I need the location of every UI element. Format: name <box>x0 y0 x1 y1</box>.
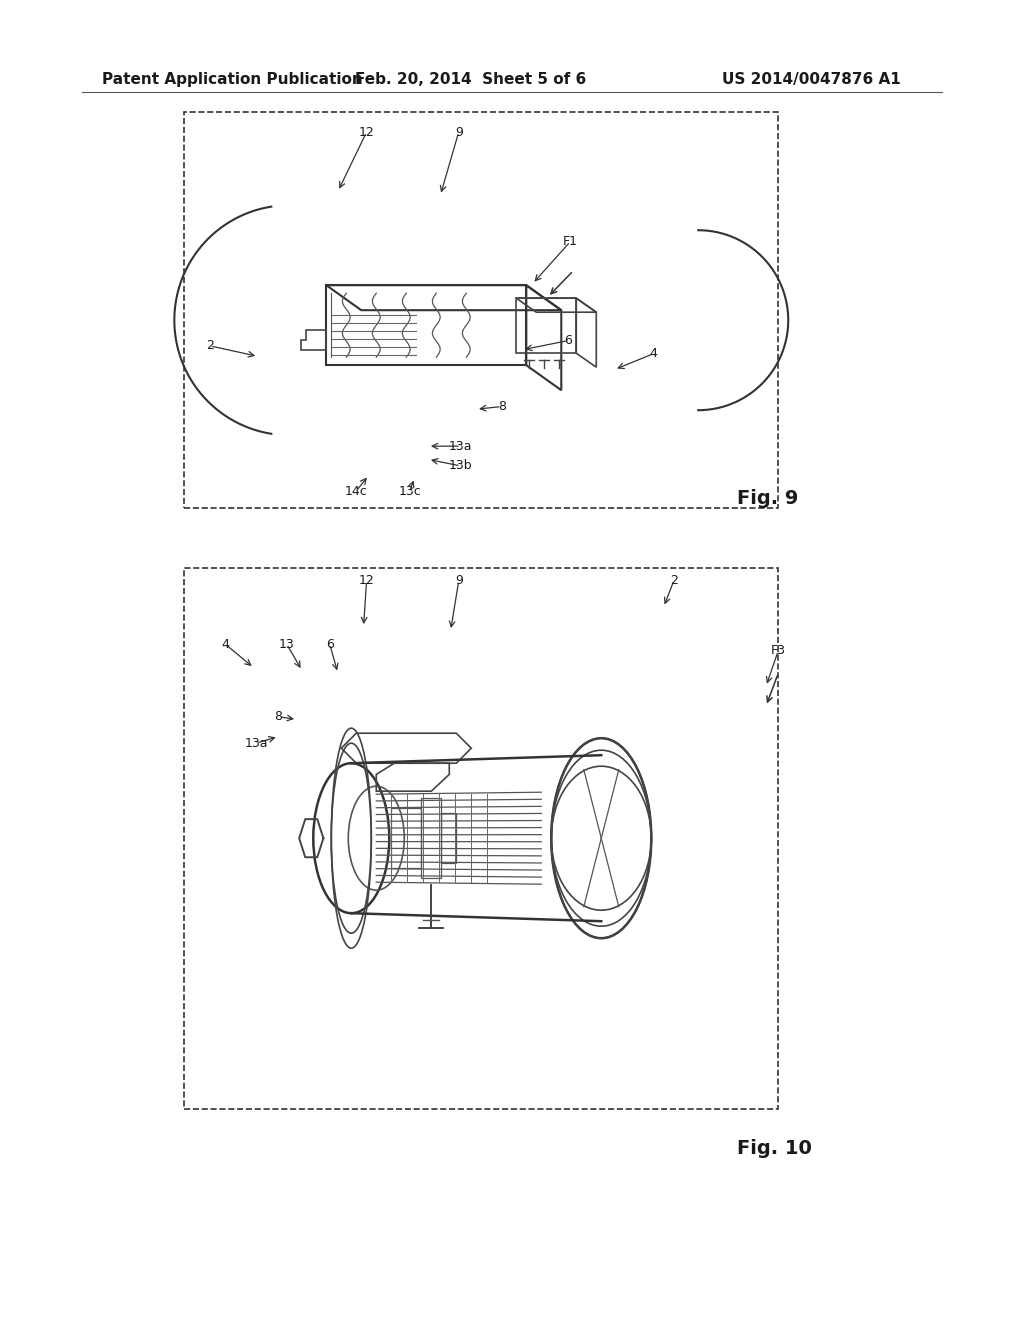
Text: Patent Application Publication: Patent Application Publication <box>102 71 364 87</box>
Text: 6: 6 <box>326 638 334 651</box>
Text: 12: 12 <box>358 574 375 587</box>
Text: 8: 8 <box>274 710 283 723</box>
Text: 2: 2 <box>670 574 678 587</box>
Text: 13a: 13a <box>245 737 267 750</box>
Text: 6: 6 <box>564 334 572 347</box>
Text: 9: 9 <box>455 125 463 139</box>
Text: 13b: 13b <box>449 459 473 473</box>
Text: 12: 12 <box>358 125 375 139</box>
Bar <box>391 808 421 869</box>
Text: US 2014/0047876 A1: US 2014/0047876 A1 <box>722 71 901 87</box>
Text: 4: 4 <box>221 638 229 651</box>
Text: Fig. 10: Fig. 10 <box>737 1139 812 1158</box>
Text: 9: 9 <box>455 574 463 587</box>
Text: 8: 8 <box>498 400 506 413</box>
Text: 13: 13 <box>279 638 295 651</box>
Text: F1: F1 <box>563 235 578 248</box>
Text: 2: 2 <box>206 339 214 352</box>
Text: 13c: 13c <box>398 484 421 498</box>
Bar <box>184 568 778 1109</box>
Text: 4: 4 <box>649 347 657 360</box>
Bar <box>441 813 457 863</box>
Text: 13a: 13a <box>450 440 472 453</box>
Bar <box>421 799 441 878</box>
Text: Fig. 9: Fig. 9 <box>737 490 799 508</box>
Text: F3: F3 <box>771 644 785 657</box>
Bar <box>184 112 778 508</box>
Text: 14c: 14c <box>345 484 368 498</box>
Text: Feb. 20, 2014  Sheet 5 of 6: Feb. 20, 2014 Sheet 5 of 6 <box>355 71 587 87</box>
